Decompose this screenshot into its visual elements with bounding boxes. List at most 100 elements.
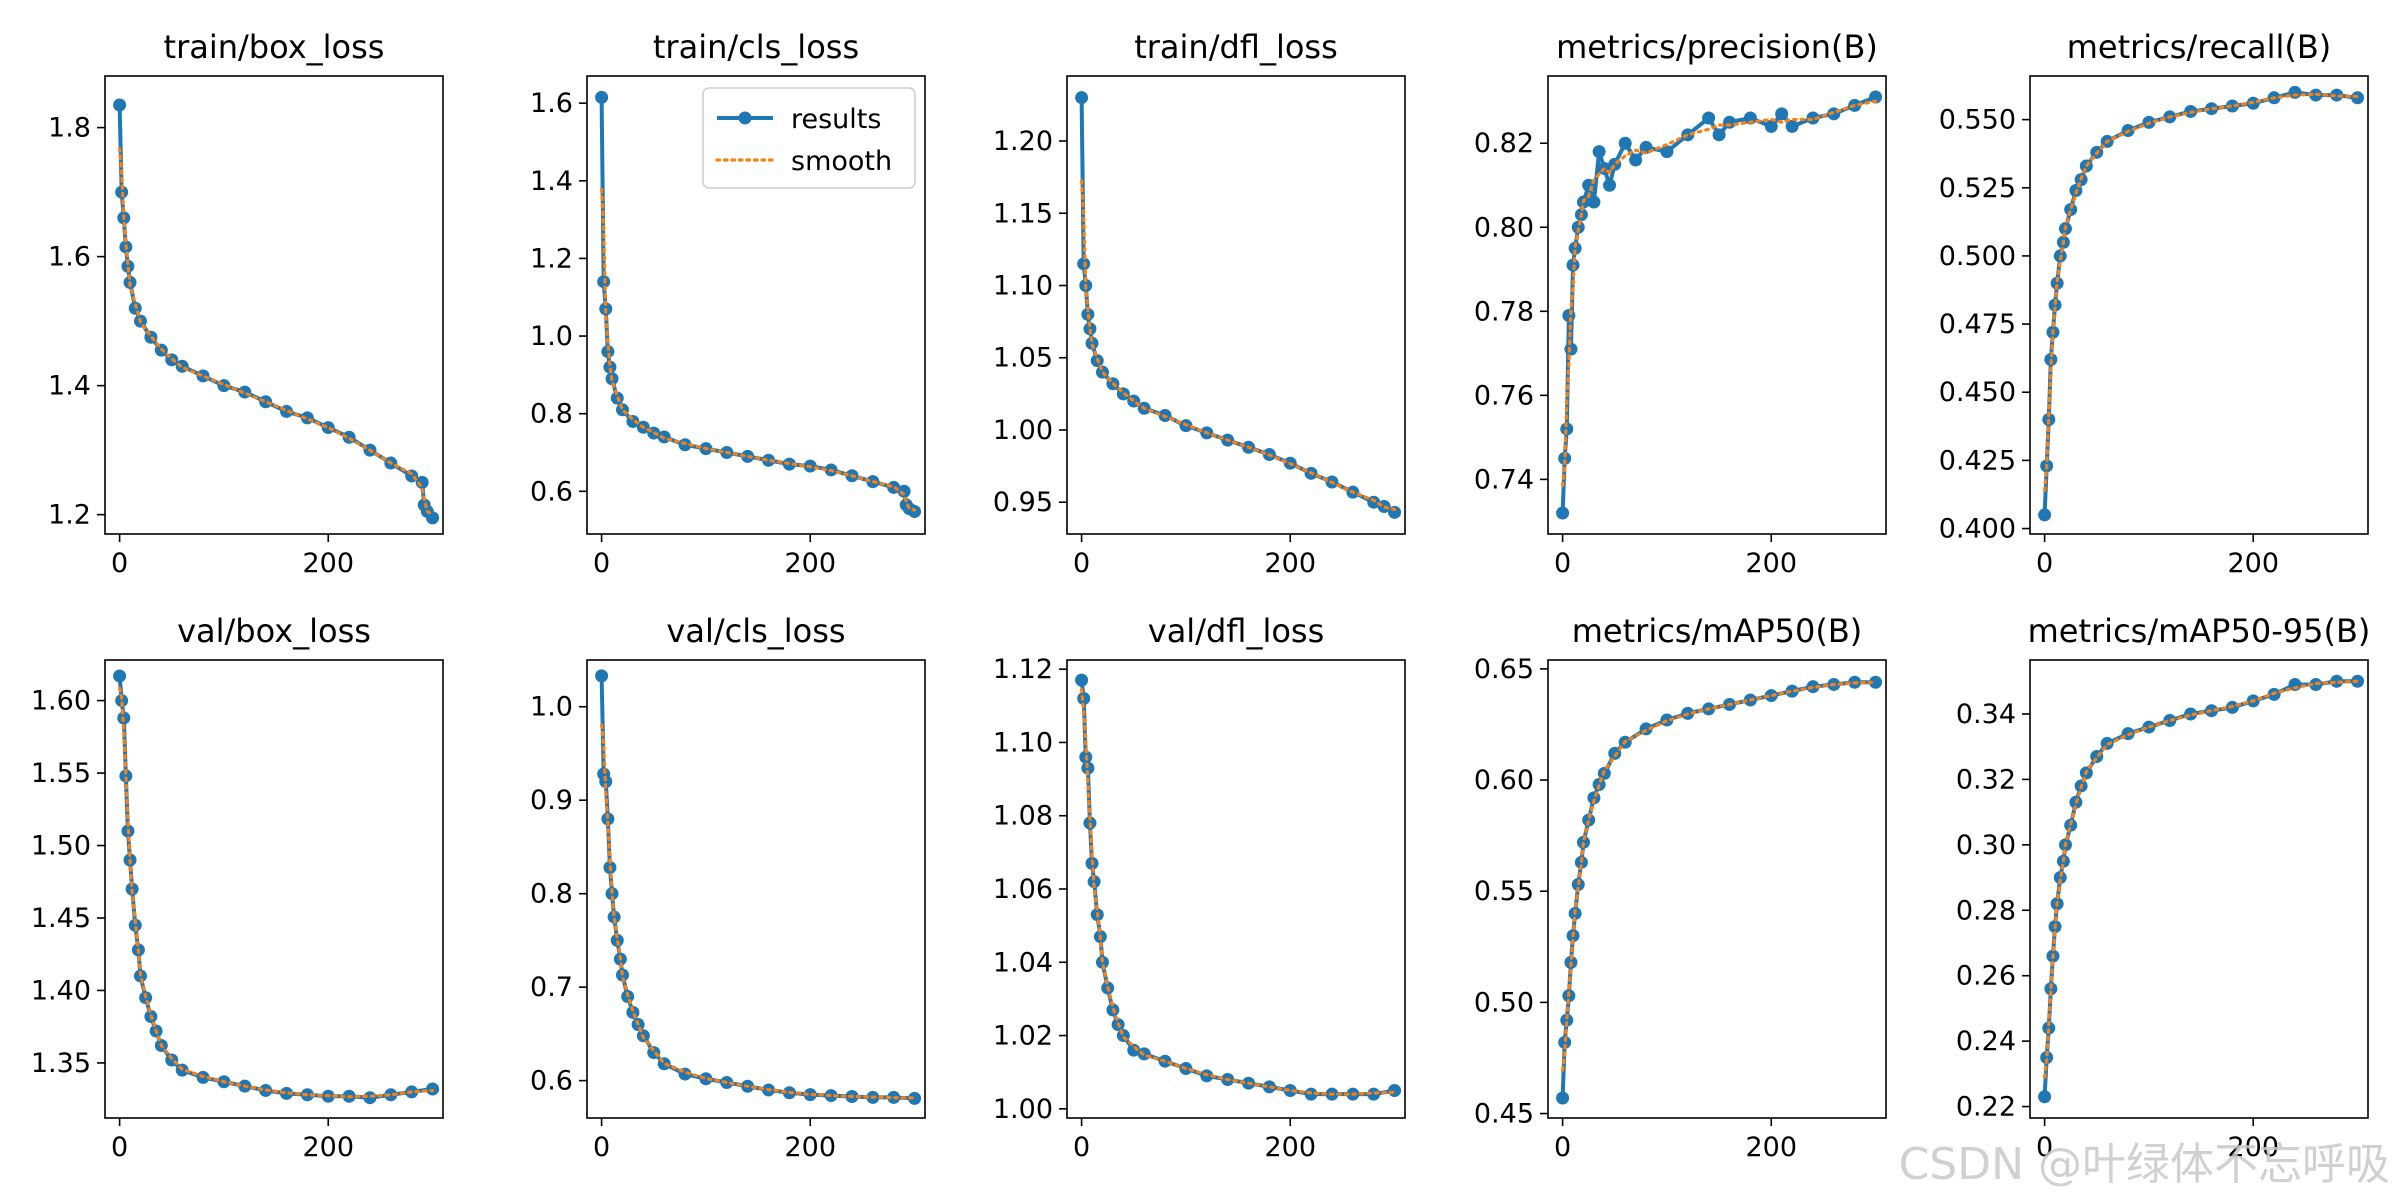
- chart-7-ytick-label: 1.0: [530, 692, 573, 723]
- chart-7-results-point: [601, 812, 615, 826]
- chart-8-ytick-label: 1.02: [993, 1021, 1053, 1052]
- chart-8-ytick-label: 1.12: [993, 654, 1053, 685]
- chart-5-title: metrics/recall(B): [2067, 28, 2332, 66]
- chart-1-results-point: [259, 395, 273, 409]
- chart-8-title: val/dfl_loss: [1148, 612, 1325, 650]
- chart-4-panel: metrics/precision(B) 0 200 0.74 0.76 0.78 0.80…: [1474, 28, 1887, 579]
- chart-4-ytick-label: 0.76: [1474, 380, 1534, 411]
- chart-2-ytick-label: 1.0: [530, 321, 573, 352]
- chart-2-xtick-label: 200: [784, 548, 836, 579]
- chart-8-ytick-label: 1.06: [993, 874, 1053, 905]
- chart-3-panel: train/dfl_loss 0 200 0.95 1.00 1.05 1.10 1.15 1.…: [993, 28, 1406, 579]
- chart-7-smooth-line: [600, 723, 917, 1100]
- chart-5-smooth-line: [2043, 92, 2360, 492]
- chart-10-ytick-label: 0.34: [1956, 699, 2016, 730]
- chart-5-results-point: [2330, 88, 2344, 102]
- chart-6-results-point: [128, 918, 142, 932]
- chart-2-results-point: [595, 90, 609, 104]
- chart-10-results-point: [2090, 750, 2104, 764]
- chart-8-results-point: [1081, 761, 1095, 775]
- chart-5-ytick-label: 0.500: [1939, 241, 2016, 272]
- chart-3-axes-frame: [1066, 75, 1406, 535]
- chart-2-ytick-label: 1.6: [530, 88, 573, 119]
- chart-2-results-point: [601, 345, 615, 359]
- chart-3-xtick-label: 0: [1073, 548, 1090, 579]
- chart-2-results-point: [897, 484, 911, 498]
- chart-8-results-point: [1283, 1084, 1297, 1098]
- chart-1-ytick-label: 1.8: [48, 113, 91, 144]
- chart-4-xtick-label: 0: [1554, 548, 1571, 579]
- chart-4-results-point: [1743, 111, 1757, 125]
- chart-1-ytick-label: 1.4: [48, 371, 91, 402]
- chart-9-results-point: [1560, 1013, 1574, 1027]
- chart-10-results-point: [2330, 674, 2344, 688]
- chart-3-xtick-label: 200: [1264, 548, 1316, 579]
- chart-4-results-point: [1629, 153, 1643, 167]
- chart-8-xtick-label: 0: [1073, 1132, 1090, 1163]
- chart-10-ytick-label: 0.22: [1956, 1092, 2016, 1123]
- chart-5-results-point: [2050, 276, 2064, 290]
- chart-1-xtick-label: 0: [111, 548, 128, 579]
- chart-4-ytick-label: 0.78: [1474, 296, 1534, 327]
- chart-4-results-point: [1785, 119, 1799, 133]
- chart-10-ytick-label: 0.26: [1956, 961, 2016, 992]
- chart-5-ytick-label: 0.525: [1939, 173, 2016, 204]
- chart-3-ytick-label: 1.20: [993, 126, 1053, 157]
- chart-7-results-point: [599, 775, 613, 789]
- chart-9-xtick-label: 0: [1554, 1132, 1571, 1163]
- chart-2-title: train/cls_loss: [653, 28, 859, 66]
- chart-4-results-line: [1560, 95, 1877, 514]
- chart-8-results-point: [1388, 1084, 1402, 1098]
- chart-10-title: metrics/mAP50-95(B): [2028, 612, 2371, 650]
- chart-1-panel: train/box_loss 0 200 1.2 1.4 1.6 1.8: [48, 28, 444, 579]
- chart-7-ytick-label: 0.8: [530, 879, 573, 910]
- chart-6-results-point: [384, 1088, 398, 1102]
- chart-10-ytick-label: 0.30: [1956, 830, 2016, 861]
- chart-4-smooth-line: [1561, 99, 1878, 488]
- csdn-watermark: CSDN @叶绿体不忘呼吸: [1898, 1139, 2390, 1190]
- legend-smooth-label: smooth: [791, 146, 892, 177]
- chart-1-smooth-line: [118, 146, 435, 517]
- chart-3-smooth-line: [1080, 179, 1397, 512]
- chart-9-ytick-label: 0.50: [1474, 987, 1534, 1018]
- chart-1-xtick-label: 200: [302, 548, 354, 579]
- chart-4-ytick-label: 0.80: [1474, 212, 1534, 243]
- chart-1-ytick-label: 1.2: [48, 500, 91, 531]
- chart-4-results-point: [1556, 506, 1570, 520]
- chart-9-results-point: [1558, 1035, 1572, 1049]
- chart-5-ytick-label: 0.450: [1939, 377, 2016, 408]
- chart-2-ytick-label: 1.4: [530, 166, 573, 197]
- chart-4-results-point: [1603, 178, 1617, 192]
- chart-4-results-point: [1806, 111, 1820, 125]
- chart-6-results-point: [113, 669, 127, 683]
- chart-4-results-point: [1723, 115, 1737, 129]
- chart-7-axes-frame: [586, 659, 926, 1119]
- chart-4-results-point: [1712, 128, 1726, 142]
- chart-7-results-point: [595, 669, 609, 683]
- chart-3-ytick-label: 1.00: [993, 415, 1053, 446]
- chart-4-ytick-label: 0.74: [1474, 464, 1534, 495]
- chart-10-results-point: [2163, 714, 2177, 728]
- chart-6-title: val/box_loss: [177, 612, 371, 650]
- chart-1-ytick-label: 1.6: [48, 242, 91, 273]
- chart-10-smooth-line: [2043, 679, 2360, 1079]
- chart-4-results-point: [1869, 90, 1883, 104]
- chart-8-results-point: [1116, 1029, 1130, 1043]
- chart-9-ytick-label: 0.65: [1474, 654, 1534, 685]
- chart-8-axes-frame: [1066, 659, 1406, 1119]
- chart-4-results-point: [1568, 241, 1582, 255]
- chart-9-results-line: [1560, 680, 1876, 1099]
- chart-8-ytick-label: 1.10: [993, 727, 1053, 758]
- chart-4-results-point: [1571, 220, 1585, 234]
- chart-10-results-point: [2038, 1090, 2052, 1104]
- chart-5-ytick-label: 0.475: [1939, 309, 2016, 340]
- chart-6-panel: val/box_loss 0 200 1.35 1.40 1.45 1.50 1.55 1.60: [31, 612, 444, 1163]
- chart-9-results-point: [1556, 1091, 1570, 1105]
- chart-9-results-point: [1785, 684, 1799, 698]
- chart-5-results-point: [2048, 298, 2062, 312]
- chart-2-ytick-label: 1.2: [530, 243, 573, 274]
- chart-8-results-point: [1367, 1087, 1381, 1101]
- chart-10-results-point: [2040, 1050, 2054, 1064]
- chart-7-results-point: [647, 1046, 661, 1060]
- chart-3-results-line: [1079, 97, 1396, 515]
